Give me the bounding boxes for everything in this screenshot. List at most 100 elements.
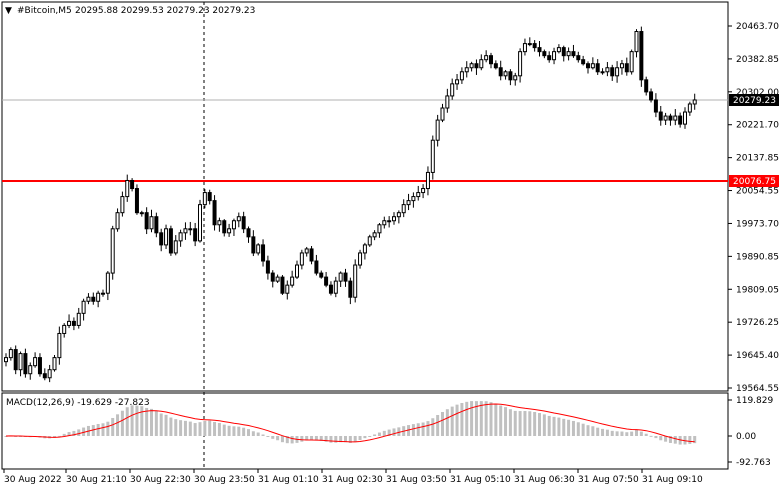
candle-body — [304, 248, 309, 254]
macd-bar — [368, 436, 372, 437]
candle-body — [489, 55, 493, 65]
time-tick-label: 30 Aug 22:30 — [130, 475, 191, 485]
macd-bar — [217, 422, 221, 436]
macd-bar — [397, 427, 401, 436]
macd-label: MACD(12,26,9) -19.629 -27.823 — [6, 398, 150, 408]
macd-bar — [169, 417, 173, 436]
macd-bar — [693, 436, 697, 444]
macd-bar — [53, 436, 56, 438]
candle-body — [57, 332, 62, 359]
macd-bar — [465, 401, 469, 436]
candle-body — [343, 272, 348, 282]
time-tick-label: 31 Aug 07:50 — [578, 475, 639, 485]
candle-body — [401, 204, 406, 214]
candle-body — [101, 292, 105, 295]
candle-body — [382, 220, 387, 226]
candle-body — [411, 196, 416, 202]
macd-bar — [116, 414, 120, 436]
macd-bar — [135, 405, 139, 436]
price-panel-frame — [1, 1, 729, 392]
candle-body — [392, 216, 396, 222]
macd-bar — [125, 407, 129, 436]
macd-bar — [644, 433, 648, 436]
chart-menu-arrow-icon[interactable]: ▼ — [5, 6, 12, 16]
candle-body — [62, 324, 67, 334]
macd-bar — [111, 417, 115, 436]
macd-bar — [101, 423, 105, 436]
candle-body — [37, 357, 42, 375]
macd-bar — [14, 436, 18, 437]
candle-body — [421, 188, 426, 194]
candle-body — [687, 103, 692, 113]
candle-body — [222, 220, 227, 234]
candle-body — [125, 179, 130, 198]
macd-bar — [213, 421, 217, 436]
candle-body — [644, 79, 649, 93]
candle-body — [503, 71, 508, 77]
candle-body — [455, 79, 460, 85]
candle-body — [4, 357, 8, 363]
candle-body — [96, 292, 101, 302]
candle-body — [227, 228, 232, 234]
candle-body — [508, 71, 513, 81]
candle-body — [149, 216, 154, 230]
candle-body — [256, 244, 261, 254]
time-tick-label: 30 Aug 21:10 — [66, 475, 127, 485]
candle-body — [387, 220, 392, 223]
macd-bar — [688, 436, 692, 444]
macd-bar — [562, 418, 566, 436]
candle-body — [328, 284, 333, 294]
macd-bar — [654, 436, 658, 439]
candle-body — [474, 63, 479, 69]
candle-body — [518, 51, 523, 77]
macd-bar — [164, 414, 168, 436]
macd-bar — [208, 420, 212, 436]
time-tick-label: 30 Aug 23:50 — [194, 475, 255, 485]
macd-bar — [290, 436, 294, 444]
macd-bar — [344, 436, 347, 443]
macd-bar — [547, 415, 551, 436]
candle-body — [581, 59, 586, 65]
macd-bar — [470, 401, 474, 436]
time-tick-label: 30 Aug 2022 — [4, 475, 62, 485]
candle-body — [76, 312, 81, 326]
candle-body — [683, 111, 687, 125]
macd-bar — [605, 429, 609, 436]
price-tick-label: 19564.55 — [736, 384, 779, 394]
macd-bar — [57, 435, 61, 437]
price-tick-label: 19890.85 — [736, 252, 779, 262]
macd-bar — [62, 433, 66, 436]
candle-body — [469, 63, 474, 69]
macd-bar — [324, 436, 328, 442]
candle-body — [362, 244, 367, 254]
macd-bar — [523, 411, 527, 436]
macd-bar — [552, 416, 556, 436]
candle-body — [493, 63, 498, 69]
price-tick-label: 19809.05 — [736, 285, 779, 295]
macd-bar — [285, 436, 289, 444]
macd-bar — [305, 436, 309, 441]
macd-bar — [188, 421, 192, 436]
candle-body — [120, 196, 125, 214]
candle-body — [653, 99, 658, 113]
macd-bar — [319, 436, 323, 441]
macd-bar — [620, 431, 624, 436]
candle-body — [590, 63, 595, 69]
time-tick-label: 31 Aug 06:30 — [514, 475, 575, 485]
candle-body — [178, 232, 183, 242]
macd-bar — [450, 406, 454, 436]
candle-body — [484, 55, 489, 61]
candle-body — [658, 111, 663, 121]
macd-bar — [261, 434, 265, 436]
candle-body — [416, 192, 421, 198]
candle-body — [586, 63, 590, 69]
macd-bar — [377, 432, 381, 436]
macd-bar — [353, 436, 357, 442]
candle-body — [134, 188, 139, 214]
time-axis: 30 Aug 2022 30 Aug 21:10 30 Aug 22:30 30 Au… — [3, 469, 703, 485]
macd-bar — [567, 419, 571, 436]
price-tick-label: 20137.85 — [736, 154, 779, 164]
candlestick-series — [4, 26, 697, 383]
candle-body — [464, 67, 469, 73]
